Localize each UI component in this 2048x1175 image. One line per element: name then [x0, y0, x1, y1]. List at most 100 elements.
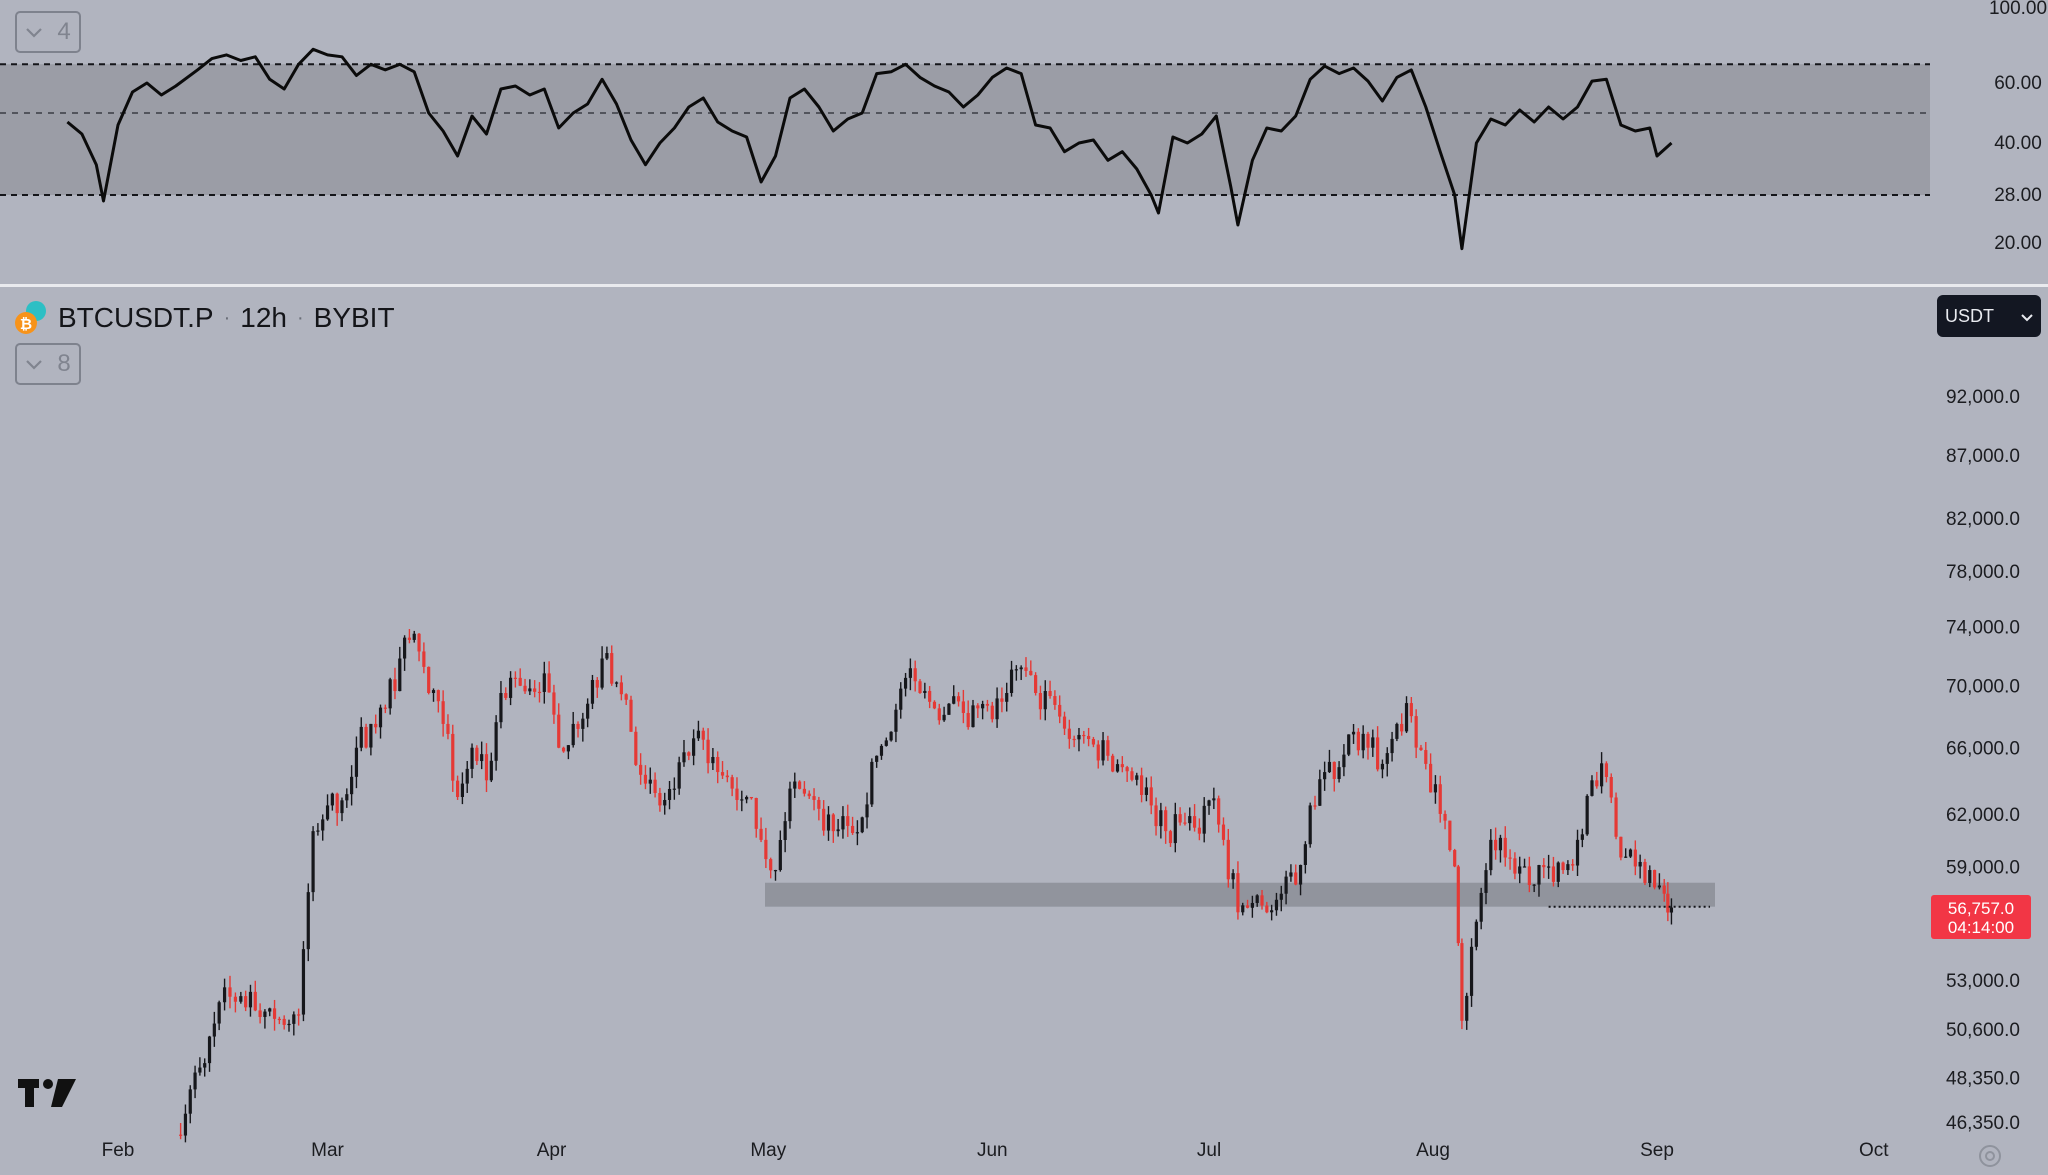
- candle: [268, 1007, 272, 1017]
- candle: [586, 698, 590, 728]
- candle: [388, 677, 392, 715]
- rsi-pane[interactable]: 100.00 60.00 40.00 28.00 20.00: [0, 0, 2048, 284]
- candle: [1376, 726, 1380, 772]
- candle: [1628, 848, 1633, 858]
- rsi-axis-label: 20.00: [1994, 233, 2042, 254]
- candle: [179, 1123, 183, 1140]
- candle: [1183, 812, 1187, 826]
- candle: [484, 743, 489, 793]
- candle: [735, 777, 739, 811]
- candle: [1356, 728, 1360, 756]
- candle: [1537, 864, 1541, 897]
- candle: [769, 857, 773, 879]
- candle: [489, 752, 493, 783]
- indicators-collapse-button[interactable]: 8: [15, 343, 81, 385]
- candle: [605, 646, 609, 661]
- price-axis-label: 66,000.0: [1946, 739, 2020, 760]
- candle: [455, 775, 460, 800]
- candle: [1527, 856, 1531, 893]
- candle: [1337, 761, 1341, 783]
- candle: [523, 678, 527, 694]
- candle: [1385, 747, 1389, 777]
- candle: [239, 991, 243, 1004]
- candle: [1395, 722, 1399, 742]
- candle: [913, 660, 917, 692]
- rsi-collapse-count: 4: [57, 18, 71, 45]
- candle: [971, 699, 975, 728]
- time-axis-label: Aug: [1416, 1140, 1450, 1161]
- candle: [1508, 849, 1512, 870]
- candle: [1202, 797, 1206, 843]
- candle: [1453, 848, 1457, 868]
- price-axis-label: 48,350.0: [1946, 1068, 2020, 1089]
- price-axis-label: 50,600.0: [1946, 1020, 2020, 1041]
- candle: [947, 703, 951, 715]
- symbol-info[interactable]: ₿ BTCUSDT.P · 12h · BYBIT: [14, 300, 395, 336]
- currency-select[interactable]: USDT: [1937, 295, 2041, 337]
- candle: [928, 686, 932, 709]
- candle: [378, 704, 383, 739]
- candle: [1270, 904, 1274, 921]
- rsi-axis-label: 60.00: [1994, 73, 2042, 94]
- candle: [1197, 818, 1201, 841]
- candle: [1323, 761, 1327, 791]
- candle: [850, 816, 855, 835]
- candle: [287, 1019, 291, 1032]
- rsi-axis-label: 28.00: [1994, 185, 2042, 206]
- candle: [1438, 775, 1442, 823]
- candle: [1429, 753, 1433, 793]
- candle: [1479, 887, 1483, 930]
- candle: [1390, 731, 1394, 762]
- candle: [1494, 827, 1498, 860]
- candle: [465, 761, 469, 793]
- candle: [797, 780, 802, 790]
- candle: [1327, 749, 1332, 773]
- candle: [398, 646, 402, 692]
- candle: [619, 675, 623, 701]
- separator-dot: ·: [296, 306, 304, 329]
- rsi-collapse-button[interactable]: 4: [15, 11, 81, 53]
- candle: [513, 671, 517, 688]
- candle: [1443, 810, 1447, 830]
- candle: [995, 687, 999, 728]
- candle: [292, 1011, 296, 1036]
- price-pane[interactable]: 92,000.0 87,000.0 82,000.0 78,000.0 74,000.0…: [0, 287, 2048, 1175]
- tradingview-logo[interactable]: [18, 1079, 76, 1107]
- candle: [403, 635, 407, 671]
- candle: [778, 830, 782, 872]
- candle: [1212, 787, 1216, 810]
- candle: [1053, 690, 1057, 710]
- candle: [1404, 696, 1409, 734]
- candlestick-series: [179, 629, 1674, 1143]
- price-axis-label: 62,000.0: [1946, 805, 2020, 826]
- candle: [1308, 802, 1312, 848]
- candle: [764, 827, 768, 869]
- candle: [745, 795, 749, 804]
- candle: [244, 990, 248, 1012]
- candle: [1448, 820, 1452, 852]
- candle: [1159, 802, 1163, 839]
- candle: [1062, 711, 1067, 736]
- candle: [976, 703, 980, 718]
- candle: [740, 790, 744, 812]
- candle: [1226, 828, 1230, 888]
- candle: [1469, 938, 1474, 1007]
- candle: [412, 630, 416, 643]
- candle: [1168, 829, 1173, 847]
- candle: [311, 826, 315, 902]
- candle: [1503, 826, 1507, 867]
- pane-separator[interactable]: [0, 284, 2048, 287]
- candle: [1077, 727, 1081, 752]
- candle: [653, 772, 657, 798]
- candle: [981, 700, 985, 720]
- candle: [716, 751, 720, 784]
- settings-icon[interactable]: [1979, 1145, 2001, 1167]
- candle: [1556, 861, 1560, 888]
- candle: [504, 687, 508, 701]
- candle: [518, 668, 522, 687]
- candle: [1000, 687, 1004, 713]
- candle: [571, 711, 575, 748]
- candle: [188, 1085, 192, 1124]
- symbol-interval[interactable]: 12h: [240, 302, 287, 333]
- candle: [822, 800, 826, 836]
